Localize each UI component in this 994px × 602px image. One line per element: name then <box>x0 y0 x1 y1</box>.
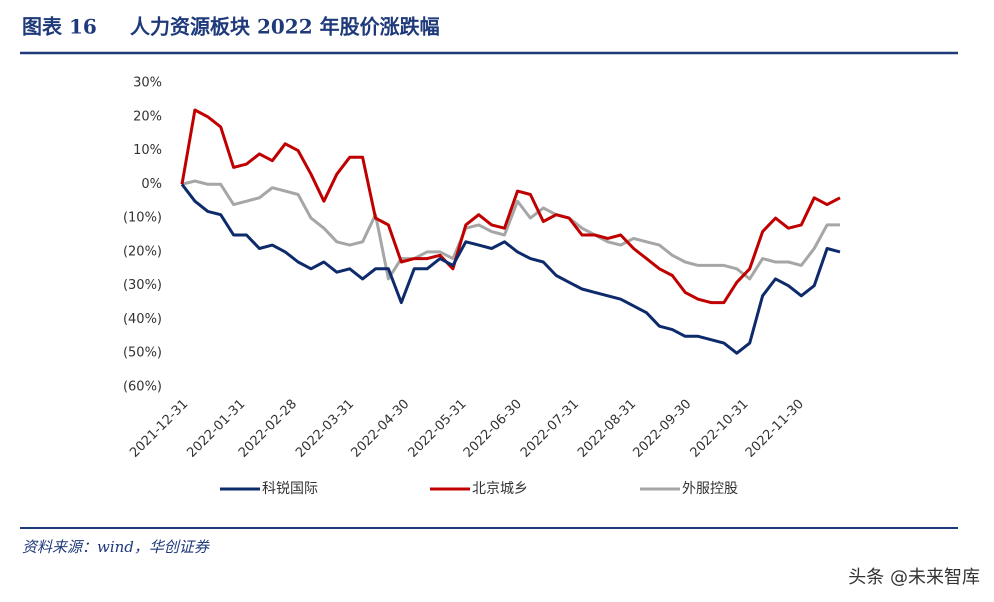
source: 资料来源：wind，华创证券 <box>22 538 210 556</box>
watermark: 头条 @未来智库 <box>848 567 980 588</box>
chart-title: 人力资源板块 2022 年股价涨跌幅 <box>130 15 440 39</box>
y-tick-label: 30% <box>133 76 162 91</box>
x-tick-label: 2022-07-31 <box>518 397 582 461</box>
figure-label: 图表 16 <box>22 15 97 39</box>
series-line <box>180 183 841 355</box>
x-tick-label: 2022-08-31 <box>575 397 639 461</box>
y-tick-label: (20%) <box>123 244 162 259</box>
x-tick-label: 2022-09-30 <box>630 397 694 461</box>
y-tick-label: (30%) <box>123 278 162 293</box>
series-line <box>181 179 840 281</box>
y-tick-label: (10%) <box>123 211 162 226</box>
legend-label: 科锐国际 <box>262 481 318 497</box>
x-tick-label: 2022-04-30 <box>348 397 412 461</box>
y-tick-label: 20% <box>133 109 162 124</box>
y-tick-label: 10% <box>133 143 162 158</box>
x-tick-label: 2022-06-30 <box>461 397 525 461</box>
legend-label: 北京城乡 <box>472 481 528 497</box>
x-tick-label: 2022-05-31 <box>406 397 470 461</box>
y-tick-label: (50%) <box>123 346 162 361</box>
series-line <box>180 108 841 305</box>
x-tick-label: 2022-03-31 <box>293 397 357 461</box>
x-tick-label: 2021-12-31 <box>127 397 191 461</box>
legend-label: 外服控股 <box>682 481 738 497</box>
y-tick-label: (60%) <box>123 380 162 395</box>
x-tick-label: 2022-11-30 <box>743 397 807 461</box>
y-tick-label: 0% <box>141 177 162 192</box>
x-tick-label: 2022-10-31 <box>688 397 752 461</box>
y-tick-label: (40%) <box>123 312 162 327</box>
